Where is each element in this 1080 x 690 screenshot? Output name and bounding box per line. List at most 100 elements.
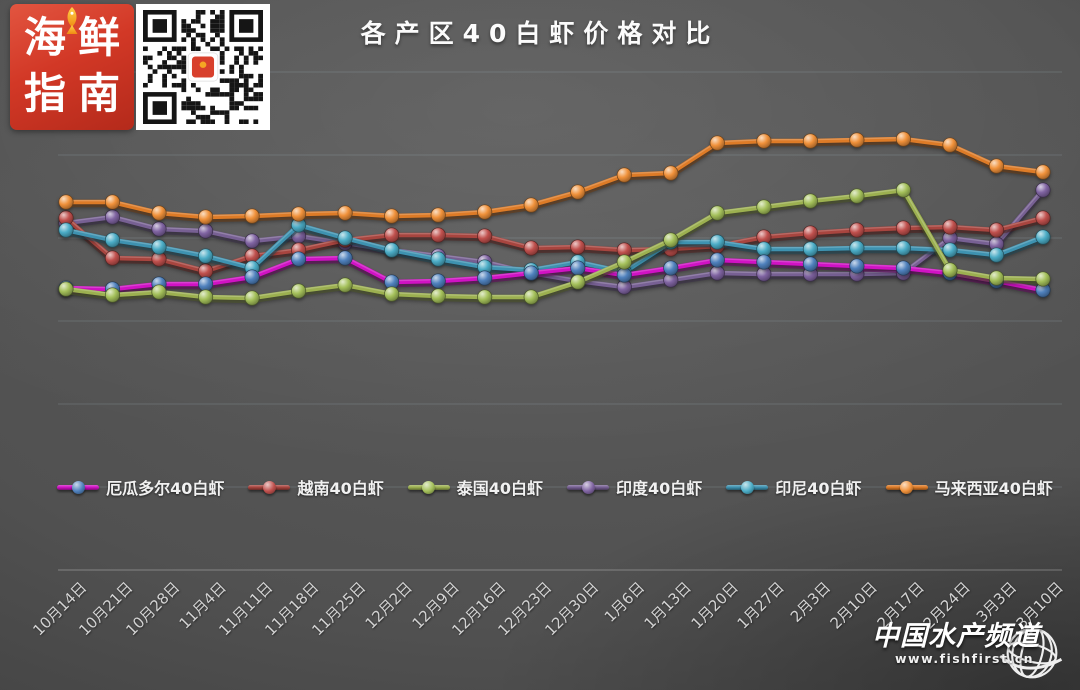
data-point bbox=[523, 265, 539, 281]
legend-label: 印尼40白虾 bbox=[775, 479, 862, 498]
data-point bbox=[430, 251, 446, 267]
data-point bbox=[1035, 271, 1051, 287]
page-title: 各产区40白虾价格对比 bbox=[360, 19, 720, 48]
data-point bbox=[58, 281, 74, 297]
data-point bbox=[988, 222, 1005, 238]
data-point bbox=[198, 263, 214, 279]
data-point bbox=[477, 228, 493, 244]
data-point bbox=[244, 208, 260, 224]
logo-char: 鲜 bbox=[77, 13, 120, 62]
data-point bbox=[802, 256, 818, 272]
series-line-5 bbox=[58, 131, 1051, 225]
data-point bbox=[384, 227, 400, 243]
legend-dot-icon bbox=[900, 480, 914, 494]
data-point bbox=[709, 234, 725, 250]
data-point bbox=[430, 288, 446, 304]
data-point bbox=[151, 284, 167, 300]
data-point bbox=[570, 274, 586, 290]
data-point bbox=[802, 193, 818, 209]
legend-marker-icon bbox=[407, 480, 450, 494]
logo-char: 海 bbox=[23, 13, 66, 62]
data-point bbox=[430, 273, 446, 289]
data-point bbox=[291, 283, 307, 299]
legend-label: 马来西亚40白虾 bbox=[934, 479, 1053, 498]
data-point bbox=[942, 242, 958, 258]
data-point bbox=[337, 277, 353, 293]
data-point bbox=[570, 260, 586, 276]
legend-marker-icon bbox=[248, 480, 291, 494]
data-point bbox=[942, 219, 958, 235]
data-point bbox=[616, 167, 632, 183]
logo-char: 指 bbox=[23, 69, 66, 118]
data-point bbox=[337, 205, 353, 221]
data-point bbox=[988, 270, 1005, 286]
data-point bbox=[198, 289, 214, 305]
data-point bbox=[849, 240, 865, 256]
legend-marker-icon bbox=[726, 480, 769, 494]
data-point bbox=[384, 208, 400, 224]
data-point bbox=[430, 207, 446, 223]
legend-marker-icon bbox=[567, 480, 609, 494]
data-point bbox=[104, 250, 121, 266]
data-point bbox=[198, 223, 214, 239]
data-point bbox=[1035, 229, 1051, 245]
legend-label: 泰国40白虾 bbox=[456, 479, 543, 498]
data-point bbox=[895, 220, 911, 236]
data-point bbox=[291, 206, 307, 222]
data-point bbox=[709, 252, 725, 268]
data-point bbox=[849, 222, 865, 238]
data-point bbox=[756, 254, 772, 270]
data-point bbox=[988, 247, 1005, 263]
watermark: 中国水产频道 www.fishfirst.cn bbox=[806, 604, 1066, 682]
data-point bbox=[523, 197, 539, 213]
data-point bbox=[709, 265, 725, 281]
data-point bbox=[104, 287, 121, 303]
data-point bbox=[1035, 182, 1051, 198]
seafood-guide-logo: 海鲜指南 bbox=[10, 4, 134, 130]
data-point bbox=[198, 209, 214, 225]
data-point bbox=[244, 290, 260, 306]
legend-dot-icon bbox=[422, 480, 436, 494]
data-point bbox=[709, 205, 725, 221]
data-point bbox=[104, 232, 121, 248]
legend-dot-icon bbox=[71, 480, 85, 494]
series-line-0 bbox=[58, 250, 1051, 298]
data-point bbox=[477, 270, 493, 286]
watermark-title: 中国水产频道 bbox=[872, 621, 1040, 652]
data-point bbox=[58, 222, 74, 238]
data-point bbox=[337, 230, 353, 246]
data-point bbox=[849, 132, 865, 148]
data-point bbox=[104, 194, 121, 210]
data-point bbox=[942, 262, 958, 278]
legend-item-4: 印尼40白虾 bbox=[726, 475, 862, 499]
data-point bbox=[756, 199, 772, 215]
logo-text: 海鲜指南 bbox=[18, 10, 126, 122]
data-point bbox=[1035, 210, 1051, 226]
qr-code-pattern bbox=[143, 10, 263, 124]
data-point bbox=[756, 133, 772, 149]
data-point bbox=[849, 188, 865, 204]
series-line-2 bbox=[58, 182, 1051, 306]
data-point bbox=[942, 137, 958, 153]
data-point bbox=[802, 133, 818, 149]
data-point bbox=[895, 182, 911, 198]
legend-marker-icon bbox=[57, 480, 100, 494]
data-point bbox=[988, 158, 1005, 174]
qr-code bbox=[136, 4, 270, 130]
legend-label: 印度40白虾 bbox=[616, 479, 703, 498]
globe-icon bbox=[999, 627, 1063, 679]
data-point bbox=[849, 258, 865, 274]
data-point bbox=[895, 260, 911, 276]
data-point bbox=[244, 233, 260, 249]
data-point bbox=[663, 165, 679, 181]
data-point bbox=[337, 250, 353, 266]
data-point bbox=[663, 260, 679, 276]
data-point bbox=[570, 184, 586, 200]
data-point bbox=[151, 205, 167, 221]
data-point bbox=[523, 289, 539, 305]
fish-icon bbox=[66, 7, 78, 34]
data-point bbox=[198, 276, 214, 292]
legend-item-0: 厄瓜多尔40白虾 bbox=[57, 475, 224, 499]
